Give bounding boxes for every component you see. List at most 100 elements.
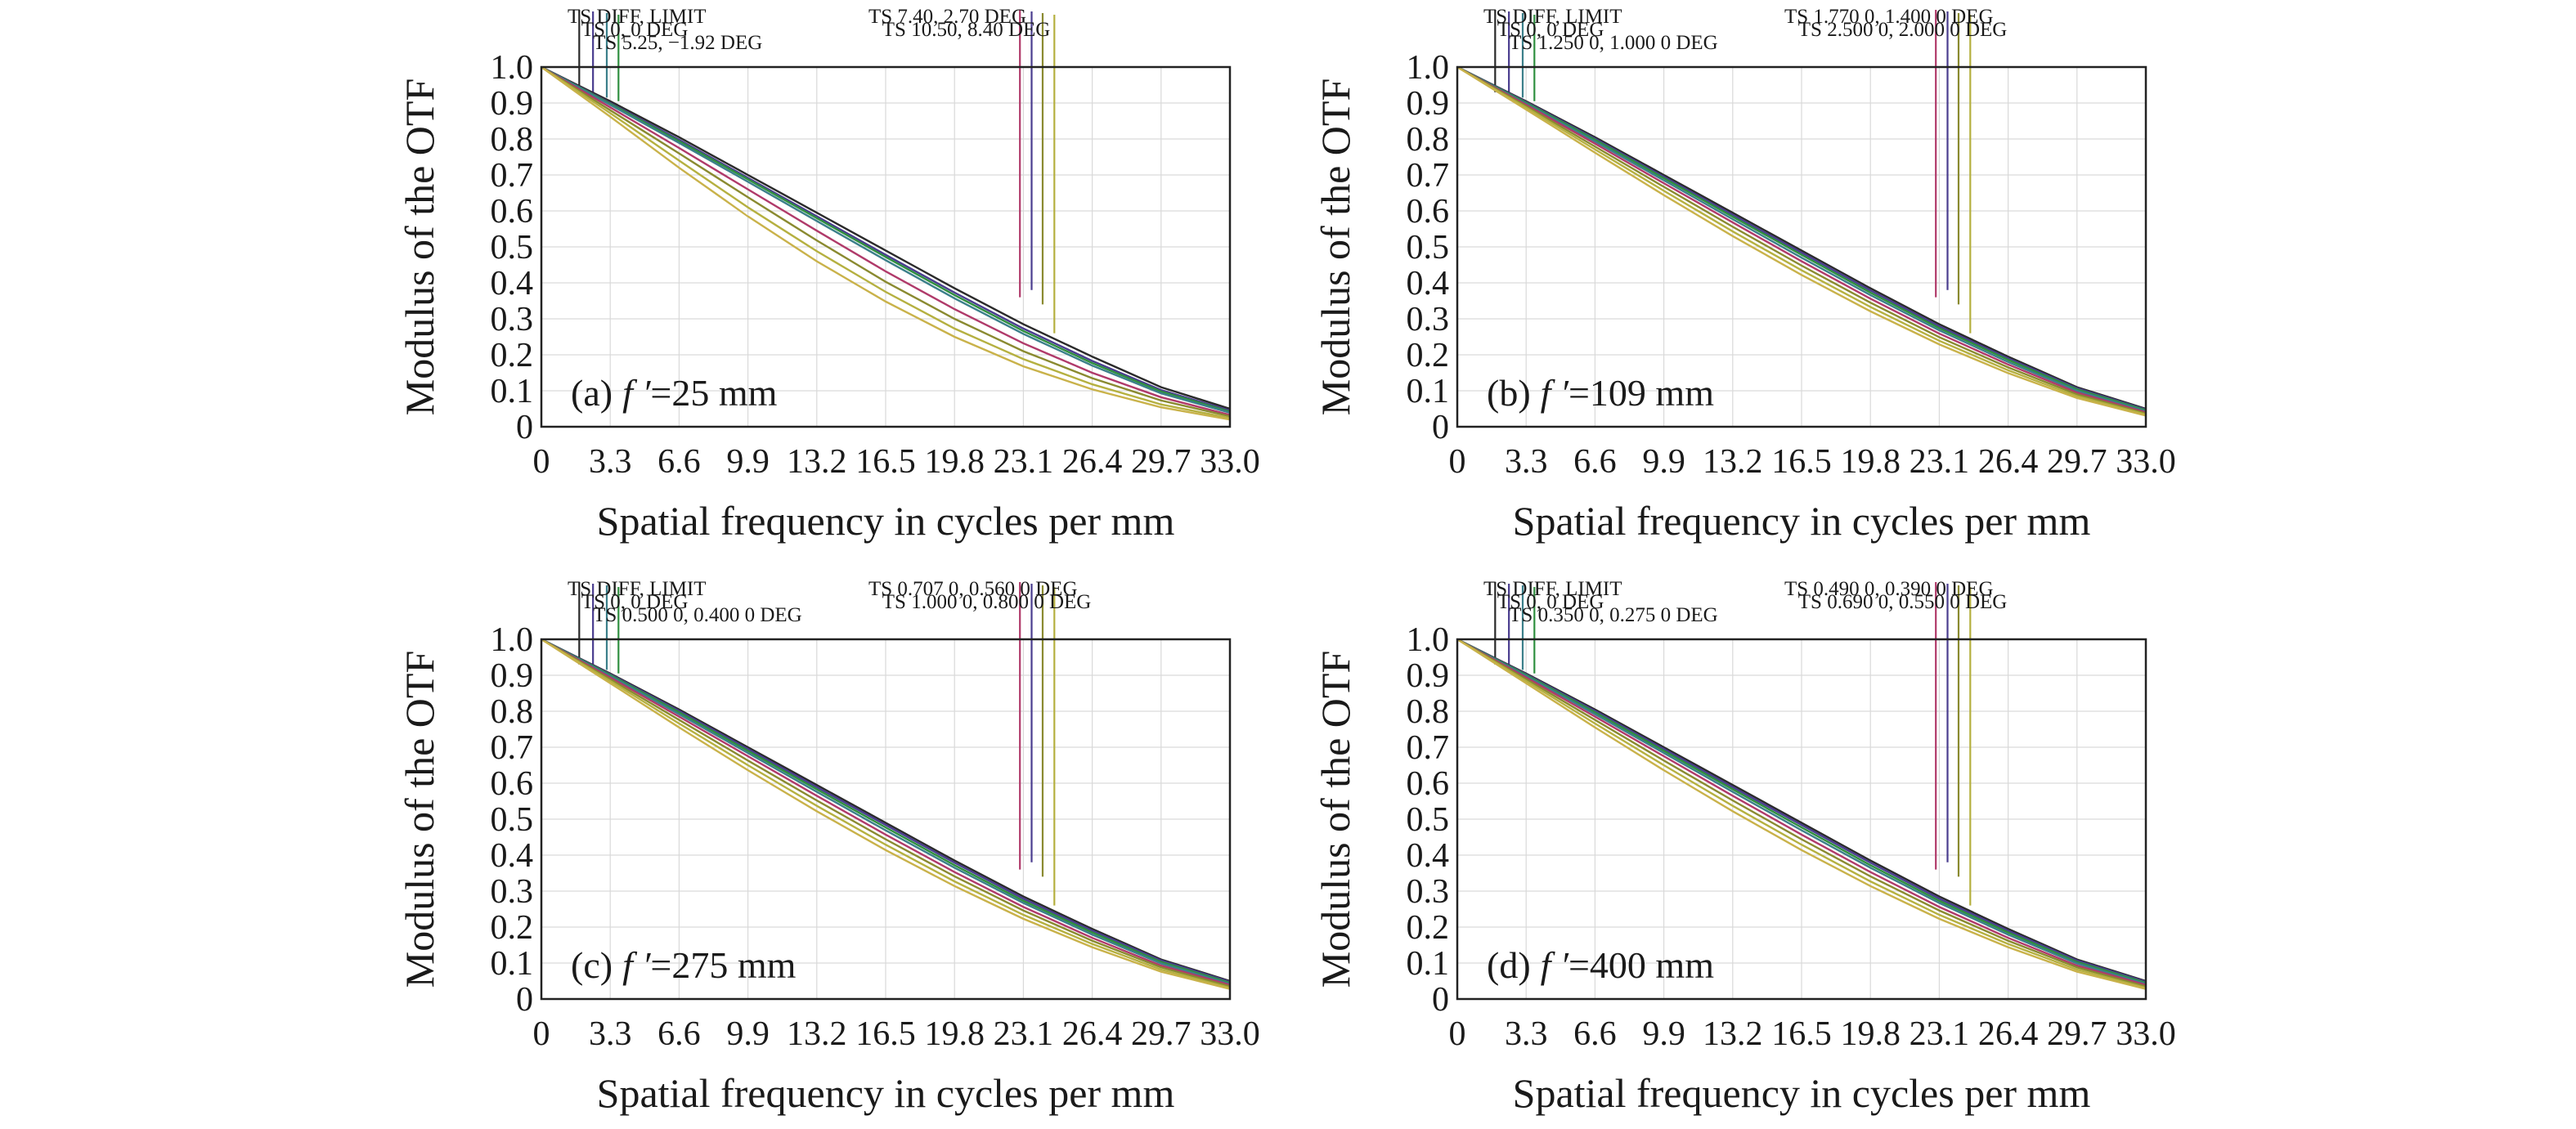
y-tick-label: 1.0 bbox=[1407, 621, 1450, 659]
focal-value: =400 mm bbox=[1568, 944, 1714, 986]
mtf-curve bbox=[1456, 638, 2147, 989]
x-tick-label: 13.2 bbox=[1703, 1015, 1763, 1053]
plot-frame bbox=[1456, 638, 2147, 1001]
y-tick-label: 0.1 bbox=[491, 945, 534, 983]
y-tick-label: 0.4 bbox=[1407, 837, 1450, 875]
mtf-curve bbox=[541, 638, 1231, 983]
x-tick-label: 0 bbox=[1449, 1015, 1466, 1053]
x-tick-label: 33.0 bbox=[2116, 443, 2176, 481]
x-tick-label: 6.6 bbox=[1573, 1015, 1617, 1053]
y-tick-label: 0.7 bbox=[1407, 729, 1450, 767]
x-tick-label: 33.0 bbox=[1200, 443, 1260, 481]
y-tick-label: 0.1 bbox=[491, 373, 534, 410]
plot-frame bbox=[540, 65, 1232, 428]
x-tick-label: 13.2 bbox=[787, 443, 847, 481]
legend-label: TS 0, 0 DEG bbox=[581, 19, 689, 41]
panel-letter: (c) bbox=[571, 944, 613, 986]
y-tick-label: 0.7 bbox=[491, 157, 534, 195]
x-tick-label: 0 bbox=[533, 1015, 550, 1053]
y-tick-label: 1.0 bbox=[491, 49, 534, 87]
plot-frame bbox=[1456, 65, 2147, 428]
x-tick-label: 16.5 bbox=[855, 443, 916, 481]
x-tick-label: 3.3 bbox=[1505, 443, 1548, 481]
y-tick-label: 0.3 bbox=[491, 301, 534, 338]
x-tick-label: 6.6 bbox=[657, 443, 701, 481]
y-tick-label: 0.8 bbox=[491, 121, 534, 159]
legend-label: TS 0.690 0, 0.550 0 DEG bbox=[1798, 591, 2008, 613]
focal-symbol: f ′ bbox=[1541, 944, 1569, 986]
chart-panel-c: 0 3.3 6.6 9.9 13.2 16.5 19.8 23.1 26.4 29.7 33.000… bbox=[397, 578, 1260, 1116]
x-tick-label: 19.8 bbox=[924, 443, 985, 481]
x-axis-title: Spatial frequency in cycles per mm bbox=[597, 1070, 1175, 1116]
mtf-curve bbox=[1456, 638, 2147, 990]
chart-panel-b: 0 3.3 6.6 9.9 13.2 16.5 19.8 23.1 26.4 29.7 33.000… bbox=[1313, 6, 2176, 544]
y-tick-label: 0.7 bbox=[1407, 157, 1450, 195]
x-tick-label: 29.7 bbox=[1131, 1015, 1192, 1053]
focal-symbol: f ′ bbox=[622, 372, 651, 414]
legend-label: TS 0, 0 DEG bbox=[581, 591, 689, 613]
x-tick-label: 9.9 bbox=[726, 443, 770, 481]
x-tick-label: 26.4 bbox=[1062, 1015, 1123, 1053]
mtf-curve bbox=[541, 65, 1231, 416]
legend-label: TS 0.500 0, 0.400 0 DEG bbox=[593, 604, 802, 626]
y-tick-label: 0.4 bbox=[1407, 265, 1450, 302]
panel-label: (a) f ′=25 mm bbox=[571, 372, 778, 414]
y-tick-label: 0.7 bbox=[491, 729, 534, 767]
x-tick-label: 29.7 bbox=[2047, 443, 2107, 481]
legend-label: TS DIFF, LIMIT bbox=[568, 6, 707, 28]
y-tick-label: 0.2 bbox=[1407, 337, 1450, 374]
mtf-curve bbox=[541, 638, 1231, 983]
panel-letter: (a) bbox=[571, 372, 613, 414]
legend-label: TS 0, 0 DEG bbox=[1497, 591, 1604, 613]
x-axis-title: Spatial frequency in cycles per mm bbox=[1513, 498, 2091, 544]
y-tick-label: 0.8 bbox=[1407, 121, 1450, 159]
y-tick-label: 0.3 bbox=[491, 873, 534, 911]
panel-label: (c) f ′=275 mm bbox=[571, 944, 797, 986]
mtf-curve bbox=[1456, 65, 2147, 417]
mtf-curve bbox=[1456, 65, 2147, 410]
y-axis-title: Modulus of the OTF bbox=[397, 78, 442, 416]
y-tick-label: 0.5 bbox=[1407, 801, 1450, 839]
y-tick-label: 1.0 bbox=[491, 621, 534, 659]
mtf-curve bbox=[541, 638, 1231, 985]
y-axis-title: Modulus of the OTF bbox=[1313, 78, 1358, 416]
mtf-curve bbox=[541, 638, 1231, 990]
legend-label: TS 1.250 0, 1.000 0 DEG bbox=[1509, 32, 1718, 54]
x-tick-label: 19.8 bbox=[1840, 443, 1901, 481]
x-tick-label: 13.2 bbox=[787, 1015, 847, 1053]
mtf-curve bbox=[541, 638, 1231, 988]
mtf-curve bbox=[541, 65, 1231, 418]
mtf-curve bbox=[541, 66, 1231, 421]
focal-value: =109 mm bbox=[1568, 372, 1714, 414]
mtf-curve bbox=[1456, 65, 2147, 416]
y-tick-label: 0.9 bbox=[491, 657, 534, 695]
mtf-curve bbox=[1456, 65, 2147, 414]
legend-label: TS 10.50, 8.40 DEG bbox=[882, 19, 1051, 41]
focal-symbol: f ′ bbox=[1541, 372, 1569, 414]
y-tick-label: 0 bbox=[1432, 981, 1449, 1019]
y-tick-label: 0.5 bbox=[491, 229, 534, 267]
mtf-curve bbox=[1456, 65, 2147, 413]
x-tick-label: 23.1 bbox=[1910, 443, 1970, 481]
y-tick-label: 0.6 bbox=[491, 765, 534, 803]
x-tick-label: 9.9 bbox=[726, 1015, 770, 1053]
mtf-curve bbox=[1456, 638, 2147, 983]
x-tick-label: 6.6 bbox=[657, 1015, 701, 1053]
panel-label: (d) f ′=400 mm bbox=[1487, 944, 1714, 986]
x-tick-label: 9.9 bbox=[1642, 443, 1685, 481]
mtf-curve bbox=[1456, 65, 2147, 411]
x-tick-label: 23.1 bbox=[994, 1015, 1054, 1053]
x-tick-label: 33.0 bbox=[1200, 1015, 1260, 1053]
chart-panel-d: 0 3.3 6.6 9.9 13.2 16.5 19.8 23.1 26.4 29.7 33.000… bbox=[1313, 578, 2176, 1116]
y-tick-label: 0 bbox=[516, 409, 533, 446]
x-tick-label: 29.7 bbox=[2047, 1015, 2107, 1053]
x-tick-label: 3.3 bbox=[1505, 1015, 1548, 1053]
mtf-curve bbox=[541, 65, 1231, 410]
mtf-curve bbox=[1456, 638, 2147, 985]
x-tick-label: 19.8 bbox=[924, 1015, 985, 1053]
y-tick-label: 0.9 bbox=[1407, 657, 1450, 695]
y-tick-label: 0.6 bbox=[491, 193, 534, 231]
x-tick-label: 0 bbox=[533, 443, 550, 481]
legend-label: TS DIFF, LIMIT bbox=[568, 578, 707, 600]
